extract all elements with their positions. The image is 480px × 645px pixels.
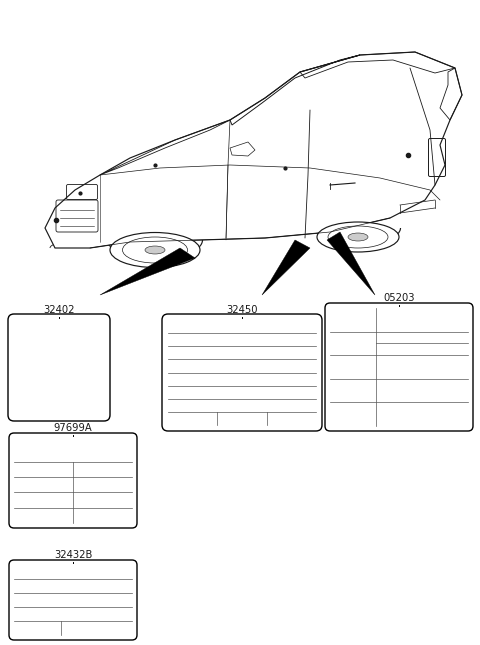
Ellipse shape <box>145 246 165 254</box>
Polygon shape <box>45 52 462 248</box>
Text: 97699A: 97699A <box>54 423 92 433</box>
Text: 32402: 32402 <box>43 305 75 315</box>
Polygon shape <box>327 232 375 295</box>
FancyBboxPatch shape <box>8 314 110 421</box>
Ellipse shape <box>317 222 399 252</box>
Ellipse shape <box>348 233 368 241</box>
FancyBboxPatch shape <box>9 433 137 528</box>
FancyBboxPatch shape <box>162 314 322 431</box>
Ellipse shape <box>110 232 200 268</box>
Polygon shape <box>230 142 255 156</box>
FancyBboxPatch shape <box>9 560 137 640</box>
Polygon shape <box>100 248 195 295</box>
Text: 32432B: 32432B <box>54 550 92 560</box>
Text: 05203: 05203 <box>383 293 415 303</box>
FancyBboxPatch shape <box>325 303 473 431</box>
Polygon shape <box>262 240 310 295</box>
Text: 32450: 32450 <box>226 305 258 315</box>
